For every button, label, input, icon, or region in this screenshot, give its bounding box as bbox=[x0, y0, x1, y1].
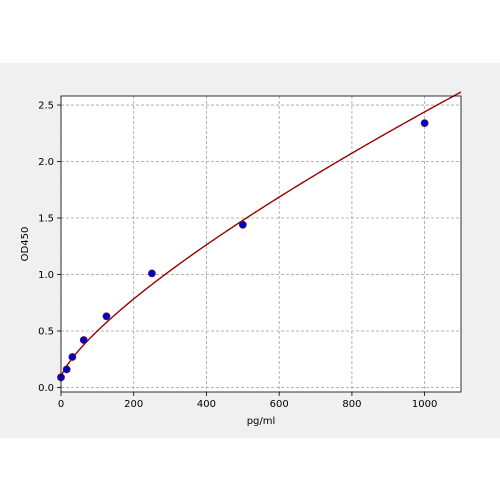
x-tick-label: 600 bbox=[270, 399, 289, 410]
x-axis-label: pg/ml bbox=[247, 416, 276, 427]
x-tick-label: 800 bbox=[342, 399, 361, 410]
chart-svg: 0 200 400 600 800 1000 0.0 0.5 1.0 1.5 2.0 2.5 pg/… bbox=[20, 91, 462, 427]
x-tick-label: 1000 bbox=[412, 399, 437, 410]
y-tick-label: 2.0 bbox=[38, 157, 54, 168]
y-tick-label: 2.5 bbox=[38, 101, 54, 112]
data-point bbox=[420, 119, 429, 128]
x-axis-ticks: 0 200 400 600 800 1000 bbox=[58, 392, 437, 410]
x-tick-label: 0 bbox=[58, 399, 64, 410]
x-tick-label: 200 bbox=[124, 399, 143, 410]
data-point bbox=[102, 312, 111, 321]
grid-lines bbox=[60, 96, 461, 392]
y-axis-label: OD450 bbox=[20, 227, 31, 262]
data-point bbox=[79, 336, 88, 344]
x-tick-label: 400 bbox=[197, 399, 216, 410]
chart-figure: 0 200 400 600 800 1000 0.0 0.5 1.0 1.5 2.0 2.5 pg/… bbox=[0, 63, 500, 438]
fit-curve-line bbox=[60, 91, 462, 378]
data-point bbox=[238, 220, 247, 229]
y-tick-label: 0.5 bbox=[38, 326, 54, 337]
y-tick-label: 1.5 bbox=[38, 214, 54, 225]
y-tick-label: 0.0 bbox=[38, 383, 54, 394]
data-point bbox=[148, 269, 156, 278]
data-point bbox=[68, 353, 77, 361]
data-point bbox=[62, 365, 71, 374]
plot-frame bbox=[60, 95, 462, 393]
fit-curve-layer bbox=[60, 91, 462, 378]
data-points-layer bbox=[57, 119, 429, 382]
plot-area bbox=[61, 96, 461, 392]
y-tick-label: 1.0 bbox=[38, 270, 54, 281]
y-axis-ticks: 0.0 0.5 1.0 1.5 2.0 2.5 bbox=[38, 101, 61, 394]
